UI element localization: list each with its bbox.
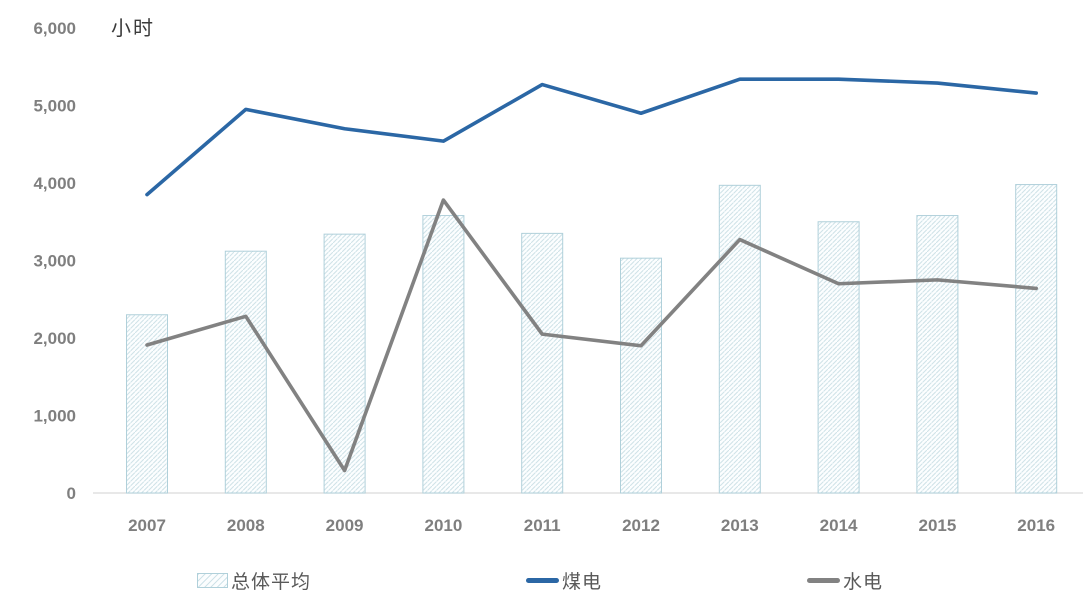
line-series-coal-power [145, 77, 1038, 197]
bar [620, 257, 662, 494]
bar [718, 184, 761, 494]
y-tick-label: 1,000 [33, 407, 76, 426]
x-tick-label: 2012 [622, 516, 660, 535]
x-tick-label: 2011 [524, 516, 561, 535]
y-tick-label: 0 [67, 484, 76, 503]
x-tick-label: 2008 [227, 516, 265, 535]
bar [323, 233, 366, 494]
bar [422, 215, 465, 494]
x-axis-tick-labels: 2007 2008 2009 2010 2011 2012 2013 2014 2015 2016 [128, 516, 1055, 535]
x-tick-label: 2009 [326, 516, 364, 535]
x-tick-label: 2010 [424, 516, 462, 535]
y-axis-unit-label: 小时 [111, 18, 155, 40]
bar [1015, 184, 1058, 494]
y-tick-label: 5,000 [33, 97, 76, 116]
x-tick-label: 2013 [721, 516, 759, 535]
y-tick-label: 4,000 [33, 174, 76, 193]
x-tick-label: 2007 [128, 516, 166, 535]
bar-series-overall-average [126, 184, 1058, 494]
x-tick-label: 2016 [1017, 516, 1055, 535]
x-tick-label: 2015 [918, 516, 956, 535]
bar [521, 232, 564, 494]
y-tick-label: 3,000 [33, 252, 76, 271]
y-tick-label: 2,000 [33, 329, 76, 348]
x-tick-label: 2014 [820, 516, 858, 535]
bar [817, 221, 860, 494]
bar [224, 250, 267, 494]
y-tick-label: 6,000 [33, 19, 76, 38]
line-series-hydro-power [145, 198, 1038, 473]
bar [916, 215, 959, 494]
y-axis-tick-labels: 0 1,000 2,000 3,000 4,000 5,000 6,000 [33, 19, 76, 503]
